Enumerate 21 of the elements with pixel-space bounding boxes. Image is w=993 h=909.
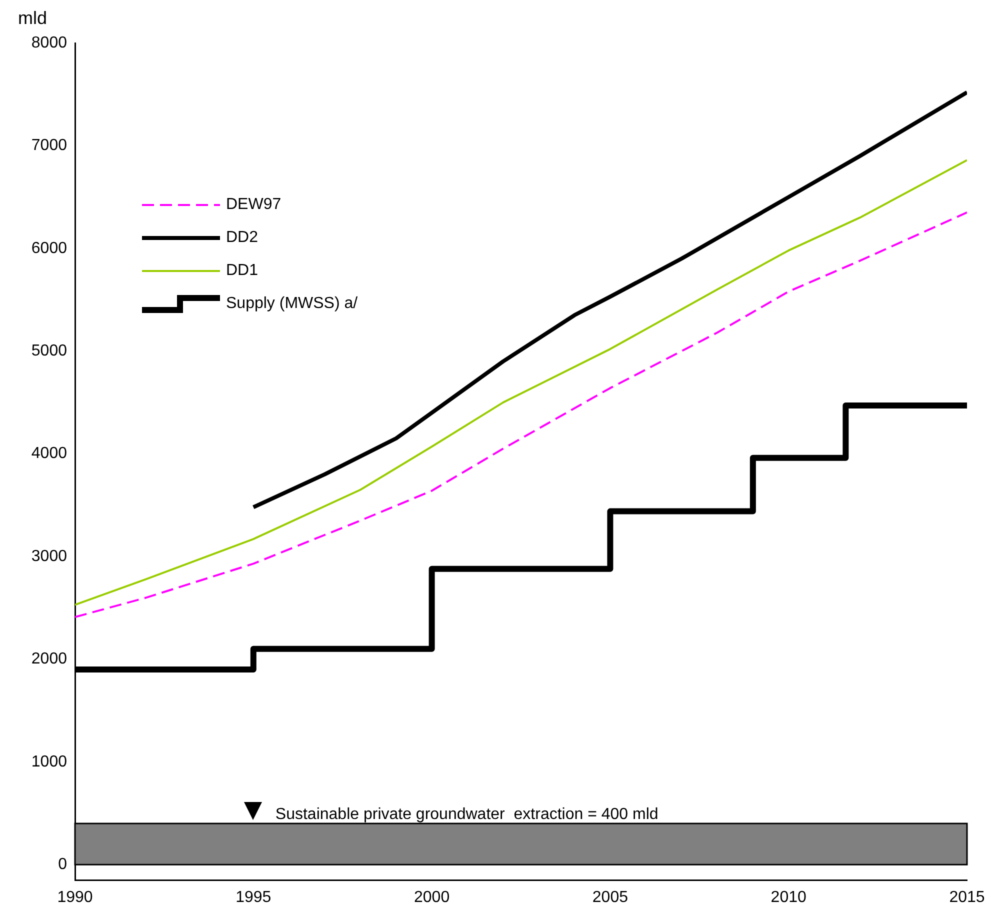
- y-tick-label: 8000: [31, 34, 68, 52]
- y-tick-label: 3000: [31, 548, 68, 565]
- x-tick-label: 2015: [949, 889, 985, 906]
- y-tick-label: 6000: [31, 240, 68, 257]
- legend-label: DD1: [226, 262, 258, 280]
- y-tick-label: 7000: [31, 137, 68, 154]
- x-tick-label: 1990: [57, 889, 93, 906]
- y-tick-label: 0: [58, 856, 68, 873]
- x-tick-label: 1995: [236, 889, 272, 906]
- y-axis-title: mld: [18, 8, 48, 29]
- y-tick-label: 4000: [31, 445, 68, 462]
- band-label: Sustainable private groundwater extraction = 400 mld: [275, 806, 658, 823]
- legend-label: Supply (MWSS) a/: [226, 294, 358, 312]
- legend-label: DD2: [226, 228, 258, 246]
- y-tick-label: 1000: [31, 753, 68, 770]
- y-tick-label: 5000: [31, 342, 68, 360]
- x-tick-label: 2010: [770, 889, 806, 906]
- y-tick-label: 2000: [31, 650, 68, 668]
- x-tick-label: 2000: [414, 889, 450, 906]
- legend-label: DEW97: [226, 196, 282, 214]
- x-tick-label: 2005: [592, 889, 628, 906]
